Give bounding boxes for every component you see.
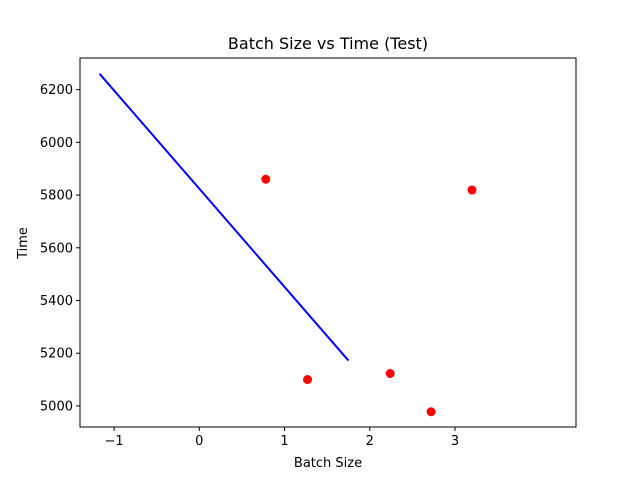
scatter-point: [467, 185, 477, 195]
y-tick-label: 5800: [40, 189, 73, 204]
x-tick-label: 3: [451, 434, 459, 449]
x-axis-label: Batch Size: [294, 456, 362, 471]
x-tick-label: 1: [280, 434, 288, 449]
scatter-point: [261, 174, 271, 184]
scatter-point: [426, 407, 436, 417]
x-tick-label: 2: [366, 434, 374, 449]
scatter-point: [385, 368, 395, 378]
scatter-point: [303, 375, 313, 385]
y-tick-label: 5200: [40, 347, 73, 362]
y-tick-label: 5000: [40, 399, 73, 414]
x-tick-label: −1: [105, 434, 124, 449]
chart-title: Batch Size vs Time (Test): [228, 34, 428, 53]
y-tick-label: 5400: [40, 294, 73, 309]
y-tick-label: 5600: [40, 241, 73, 256]
x-tick-label: 0: [195, 434, 203, 449]
plot-frame: [79, 57, 577, 428]
regression-line: [98, 73, 350, 362]
y-tick-label: 6000: [40, 136, 73, 151]
y-axis-label: Time: [16, 227, 31, 260]
y-tick-label: 6200: [40, 83, 73, 98]
marks-layer: [98, 73, 477, 417]
ticks-layer: −1 0 1 2 3 5000 5200 5400 5600 5800 6000 6200: [40, 83, 459, 449]
